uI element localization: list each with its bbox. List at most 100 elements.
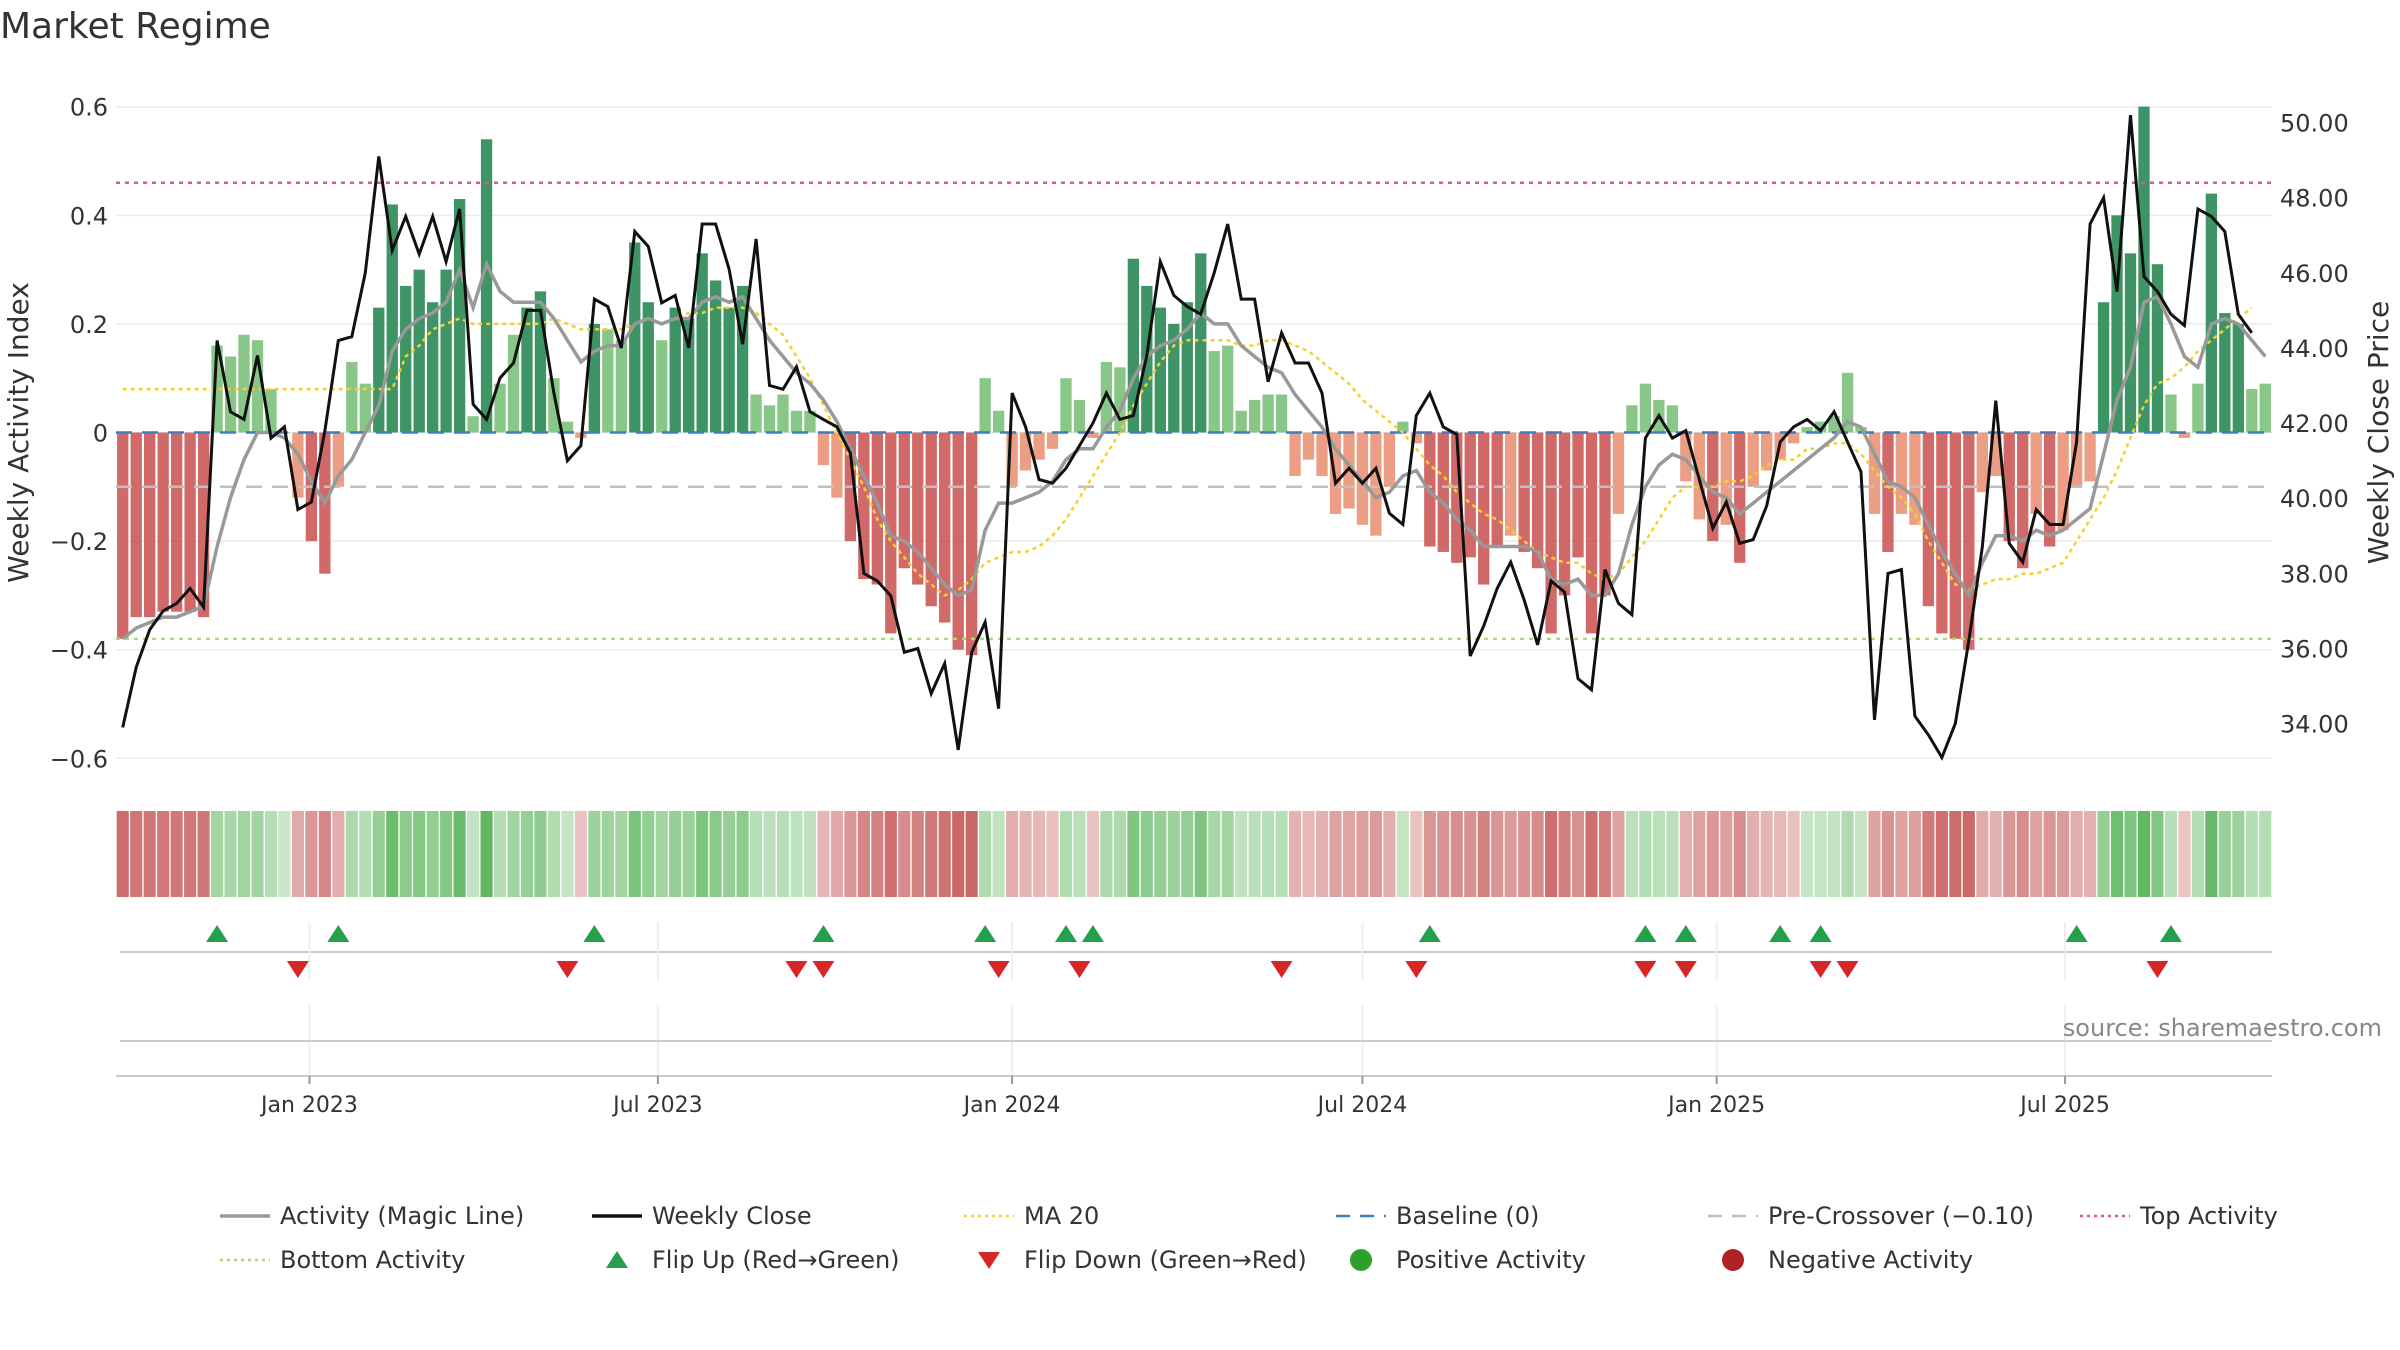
regime-strip-cell xyxy=(1504,811,1517,897)
activity-bar xyxy=(1572,432,1584,558)
regime-strip-cell xyxy=(1652,811,1665,897)
flip-up-marker xyxy=(1634,925,1657,942)
activity-bar xyxy=(736,285,749,433)
regime-strip-cell xyxy=(911,811,924,897)
activity-bar xyxy=(346,361,358,433)
activity-bar xyxy=(197,432,210,618)
regime-strip-cell xyxy=(291,811,304,897)
activity-bar xyxy=(1222,345,1234,433)
regime-strip-cell xyxy=(318,811,331,897)
activity-bar xyxy=(1289,432,1301,476)
legend-label: Negative Activity xyxy=(1768,1246,1974,1274)
activity-bar xyxy=(2165,394,2177,433)
regime-strip-cell xyxy=(1612,811,1625,897)
y-right-tick-label: 48.00 xyxy=(2280,185,2349,213)
regime-strip-cell xyxy=(210,811,224,897)
activity-bar xyxy=(1168,323,1180,433)
regime-strip-cell xyxy=(237,811,251,897)
regime-strip-cell xyxy=(130,811,143,897)
regime-strip-cell xyxy=(2218,811,2231,897)
regime-strip-cell xyxy=(1154,811,1167,897)
activity-bar xyxy=(1006,432,1018,487)
activity-bar xyxy=(427,302,439,433)
x-tick-label: Jan 2023 xyxy=(259,1093,358,1118)
activity-bar xyxy=(1100,361,1113,433)
flip-down-marker xyxy=(1405,961,1428,978)
legend-label: Weekly Close xyxy=(652,1202,812,1230)
regime-strip-cell xyxy=(561,811,574,897)
regime-strip-cell xyxy=(1073,811,1086,897)
legend-label: Bottom Activity xyxy=(280,1246,466,1274)
legend-item: MA 20 xyxy=(954,1200,1326,1232)
regime-strip-cell xyxy=(1356,811,1369,897)
activity-bar xyxy=(521,307,533,433)
regime-strip-cell xyxy=(1288,811,1302,897)
activity-bar xyxy=(2151,264,2164,433)
regime-strip-cell xyxy=(116,811,129,897)
flip-up-marker xyxy=(1418,925,1441,942)
flip-down-marker xyxy=(1674,961,1697,978)
regime-strip-cell xyxy=(2030,811,2043,897)
activity-bar xyxy=(831,432,843,498)
regime-strip-cell xyxy=(749,811,763,897)
activity-bar xyxy=(265,389,277,433)
activity-bar xyxy=(1787,432,1800,444)
regime-strip-cell xyxy=(1302,811,1315,897)
regime-strip-cell xyxy=(1935,811,1948,897)
activity-bar xyxy=(211,345,223,433)
activity-bar xyxy=(1585,432,1598,634)
activity-bar xyxy=(1531,432,1544,569)
regime-strip-cell xyxy=(642,811,655,897)
y-left-tick-label: −0.6 xyxy=(50,745,108,773)
flip-down-marker xyxy=(987,961,1010,978)
activity-bar xyxy=(656,340,668,433)
activity-bar xyxy=(2057,432,2069,531)
regime-strip-cell xyxy=(1693,811,1706,897)
regime-strip-cell xyxy=(2043,811,2056,897)
activity-bar xyxy=(1545,432,1557,634)
activity-bar xyxy=(1990,432,2002,476)
activity-bar xyxy=(1235,410,1247,433)
activity-bar xyxy=(144,432,156,618)
regime-strip-cell xyxy=(1464,811,1477,897)
regime-strip-cell xyxy=(696,811,709,897)
regime-strip-cell xyxy=(2110,811,2124,897)
activity-bar xyxy=(480,139,493,433)
regime-strip-cell xyxy=(2164,811,2178,897)
regime-strip-cell xyxy=(1747,811,1760,897)
regime-strip-cell xyxy=(1167,811,1180,897)
activity-bar xyxy=(898,432,910,569)
flip-down-marker xyxy=(1809,961,1832,978)
activity-bar xyxy=(2246,389,2258,433)
regime-strip-cell xyxy=(359,811,372,897)
activity-bar xyxy=(1491,432,1503,547)
regime-strip-cell xyxy=(1976,811,1989,897)
activity-bar xyxy=(1087,432,1099,438)
activity-bar xyxy=(1410,432,1422,444)
regime-strip-cell xyxy=(1086,811,1100,897)
activity-bar xyxy=(588,323,601,433)
regime-strip-cell xyxy=(1208,811,1221,897)
regime-strip-cell xyxy=(480,811,493,897)
activity-bar xyxy=(1747,432,1759,487)
activity-bar xyxy=(1060,378,1072,433)
regime-strip-cell xyxy=(2084,811,2097,897)
activity-bar xyxy=(1154,307,1166,433)
regime-strip-cell xyxy=(2016,811,2029,897)
legend-symbol-dashed xyxy=(1336,1214,1386,1218)
legend-symbol-dashed xyxy=(1708,1214,1758,1218)
legend-item: Baseline (0) xyxy=(1326,1200,1698,1232)
regime-strip-cell xyxy=(426,811,439,897)
regime-strip-cell xyxy=(979,811,992,897)
regime-strip-cell xyxy=(2097,811,2110,897)
activity-bar xyxy=(1680,432,1692,482)
legend-item: Top Activity xyxy=(2070,1200,2370,1232)
flip-up-marker xyxy=(206,925,229,942)
y-left-tick-label: −0.4 xyxy=(50,637,108,665)
activity-bar xyxy=(1612,432,1625,514)
regime-strip-cell xyxy=(1720,811,1733,897)
legend-symbol-triangle-up xyxy=(606,1251,628,1268)
regime-strip-cell xyxy=(493,811,507,897)
activity-bar xyxy=(683,318,695,433)
flip-up-marker xyxy=(2159,925,2182,942)
